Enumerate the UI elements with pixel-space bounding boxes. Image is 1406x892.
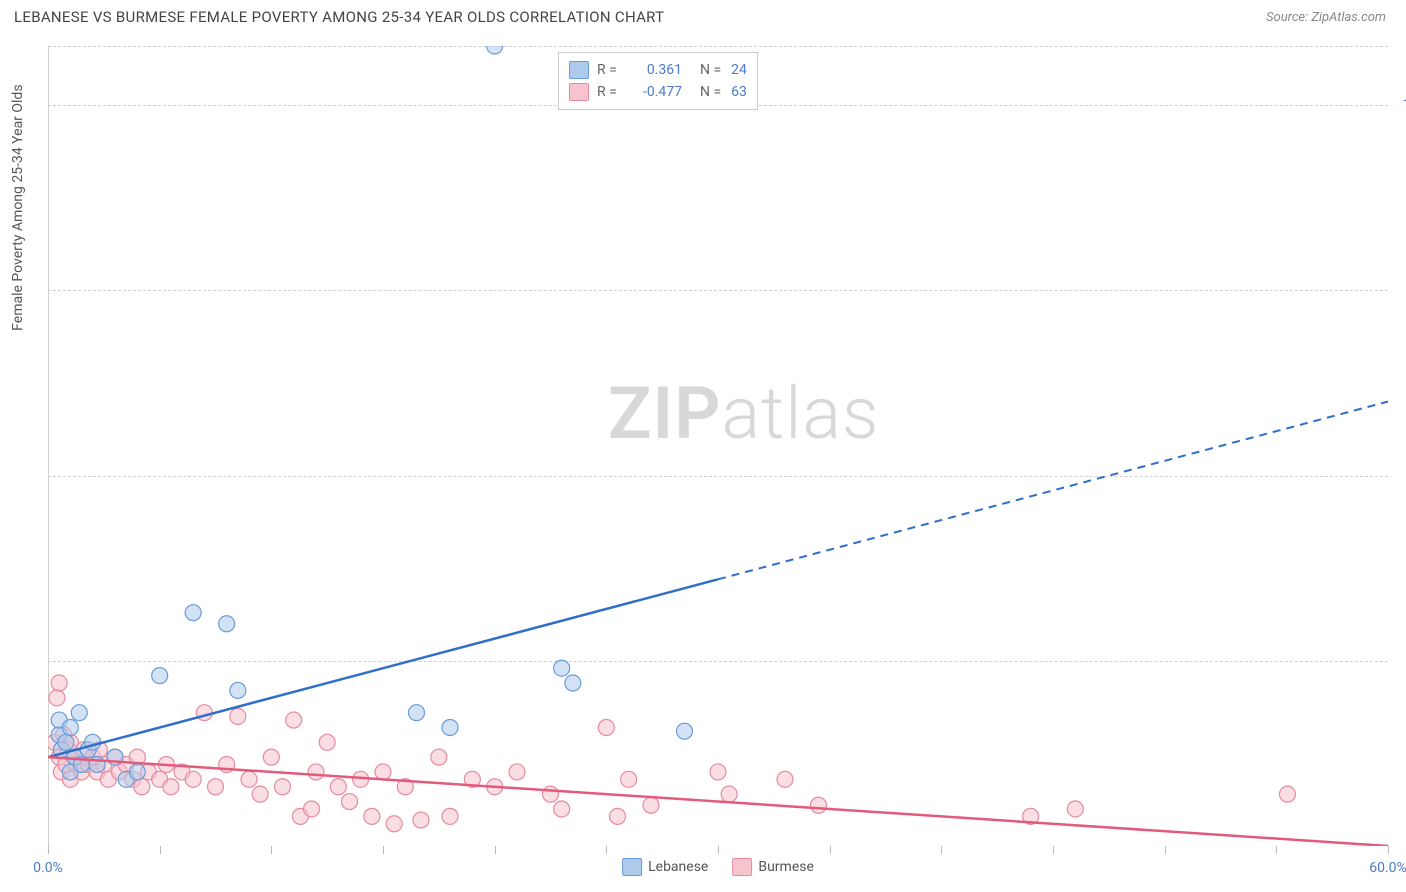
data-point	[621, 771, 637, 787]
data-point	[554, 801, 570, 817]
burmese-label: Burmese	[758, 859, 814, 875]
x-tick	[271, 846, 272, 854]
y-tick-label: 25.0%	[1393, 653, 1406, 669]
data-point	[308, 764, 324, 780]
data-point	[643, 797, 659, 813]
corr-swatch	[569, 61, 589, 79]
data-point	[364, 808, 380, 824]
data-point	[129, 764, 145, 780]
data-point	[163, 779, 179, 795]
data-point	[62, 719, 78, 735]
data-point	[230, 708, 246, 724]
data-point	[185, 771, 201, 787]
data-point	[51, 675, 67, 691]
x-tick	[495, 846, 496, 854]
data-point	[58, 734, 74, 750]
data-point	[386, 816, 402, 832]
x-tick	[718, 846, 719, 854]
data-point	[677, 723, 693, 739]
x-tick	[606, 846, 607, 854]
data-point	[152, 668, 168, 684]
data-point	[721, 786, 737, 802]
n-label: N =	[700, 62, 721, 78]
n-value: 24	[731, 62, 747, 78]
x-tick-label: 0.0%	[33, 860, 63, 876]
data-point	[252, 786, 268, 802]
correlation-legend: R = 0.361 N = 24 R = -0.477 N = 63	[558, 52, 758, 110]
data-point	[185, 605, 201, 621]
trend-line	[48, 579, 718, 757]
data-point	[487, 46, 503, 54]
data-point	[610, 808, 626, 824]
n-label: N =	[700, 84, 721, 100]
data-point	[442, 719, 458, 735]
data-point	[230, 682, 246, 698]
data-point	[777, 771, 793, 787]
x-tick-label: 60.0%	[1369, 860, 1406, 876]
x-tick	[48, 846, 49, 854]
n-value: 63	[731, 84, 747, 100]
x-tick	[1276, 846, 1277, 854]
r-label: R =	[597, 62, 619, 78]
burmese-swatch	[732, 858, 752, 876]
corr-row: R = 0.361 N = 24	[569, 59, 747, 81]
x-tick	[160, 846, 161, 854]
data-point	[554, 660, 570, 676]
y-axis-label: Female Poverty Among 25-34 Year Olds	[10, 84, 26, 330]
data-point	[710, 764, 726, 780]
data-point	[208, 779, 224, 795]
data-point	[409, 705, 425, 721]
data-point	[598, 719, 614, 735]
data-point	[565, 675, 581, 691]
lebanese-swatch	[622, 858, 642, 876]
x-tick	[1165, 846, 1166, 854]
series-legend: Lebanese Burmese	[622, 858, 814, 876]
data-point	[811, 797, 827, 813]
data-point	[509, 764, 525, 780]
trend-line-dashed	[718, 402, 1388, 580]
data-point	[1280, 786, 1296, 802]
y-tick-label: 75.0%	[1393, 282, 1406, 298]
data-point	[342, 794, 358, 810]
corr-row: R = -0.477 N = 63	[569, 81, 747, 103]
data-point	[543, 786, 559, 802]
chart-title: LEBANESE VS BURMESE FEMALE POVERTY AMONG…	[14, 8, 664, 26]
data-point	[275, 779, 291, 795]
legend-item-lebanese: Lebanese	[622, 858, 708, 876]
data-point	[219, 616, 235, 632]
lebanese-label: Lebanese	[648, 859, 708, 875]
r-label: R =	[597, 84, 619, 100]
corr-swatch	[569, 83, 589, 101]
data-point	[304, 801, 320, 817]
data-point	[1067, 801, 1083, 817]
data-point	[286, 712, 302, 728]
data-point	[442, 808, 458, 824]
data-point	[71, 705, 87, 721]
x-tick	[941, 846, 942, 854]
x-tick	[830, 846, 831, 854]
data-point	[413, 812, 429, 828]
r-value: -0.477	[627, 84, 682, 100]
legend-item-burmese: Burmese	[732, 858, 814, 876]
x-tick	[1053, 846, 1054, 854]
x-tick	[1388, 846, 1389, 854]
data-point	[49, 690, 65, 706]
y-tick-label: 100.0%	[1393, 97, 1406, 113]
source-label: Source: ZipAtlas.com	[1266, 10, 1386, 25]
r-value: 0.361	[627, 62, 682, 78]
x-tick	[383, 846, 384, 854]
scatter-plot	[48, 46, 1388, 846]
data-point	[431, 749, 447, 765]
chart-container: Female Poverty Among 25-34 Year Olds 25.…	[48, 46, 1388, 846]
y-tick-label: 50.0%	[1393, 468, 1406, 484]
data-point	[375, 764, 391, 780]
data-point	[263, 749, 279, 765]
data-point	[241, 771, 257, 787]
data-point	[330, 779, 346, 795]
data-point	[134, 779, 150, 795]
data-point	[319, 734, 335, 750]
